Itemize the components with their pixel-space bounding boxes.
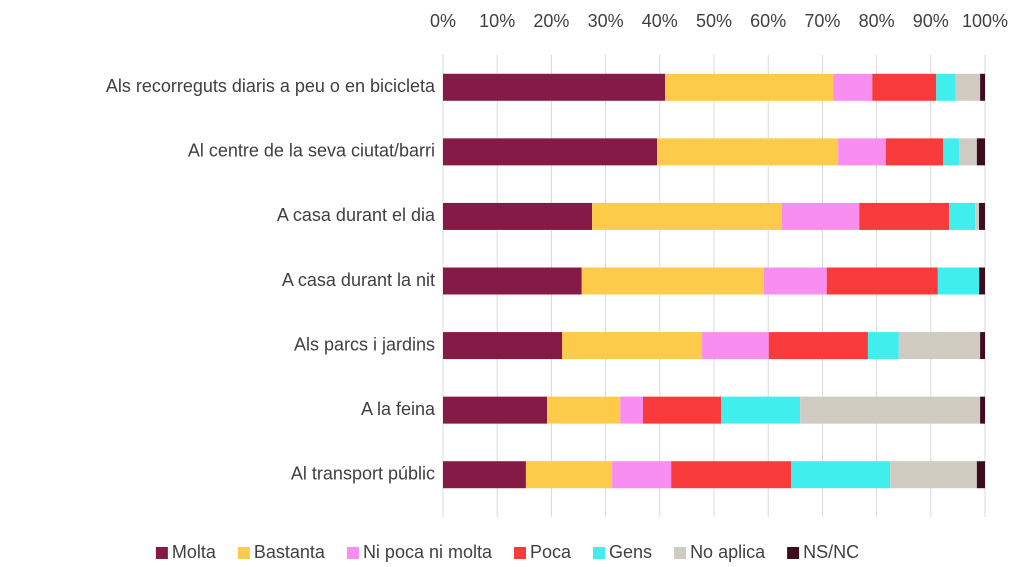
legend-swatch: [346, 547, 359, 559]
bar-segment: [980, 73, 985, 101]
bar-segment: [838, 138, 886, 166]
y-tick-label: A casa durant la nit: [282, 270, 435, 290]
legend-item: Ni poca ni molta: [346, 542, 493, 562]
x-tick-label: 0%: [430, 11, 456, 31]
x-tick-label: 10%: [479, 11, 515, 31]
bar-segment: [721, 396, 801, 424]
bar-segment: [443, 202, 593, 230]
bar-segment: [790, 461, 891, 489]
legend-label: Gens: [609, 542, 652, 562]
legend-label: NS/NC: [803, 542, 859, 562]
bar-segment: [800, 396, 981, 424]
bar-segment: [702, 332, 769, 360]
legend-label: No aplica: [690, 542, 766, 562]
bar-segment: [612, 461, 672, 489]
bar-segment: [562, 332, 703, 360]
bar-segment: [547, 396, 621, 424]
bar-segment: [592, 202, 782, 230]
legend-label: Ni poca ni molta: [363, 542, 493, 562]
legend-label: Poca: [530, 542, 572, 562]
legend-swatch: [593, 547, 606, 559]
bar-segment: [976, 461, 985, 489]
bar-segment: [859, 202, 950, 230]
bar-segment: [443, 267, 582, 295]
legend-item: Molta: [155, 542, 217, 562]
x-tick-label: 40%: [642, 11, 678, 31]
bar-segment: [980, 332, 985, 360]
bar-segment: [943, 138, 959, 166]
x-tick-label: 50%: [696, 11, 732, 31]
legend-swatch: [237, 547, 250, 559]
legend-item: Bastanta: [237, 542, 326, 562]
legend-swatch: [514, 547, 527, 559]
x-tick-label: 80%: [859, 11, 895, 31]
y-tick-label: A la feina: [361, 399, 436, 419]
bar-segment: [949, 202, 976, 230]
bar-segment: [642, 396, 722, 424]
legend-label: Bastanta: [254, 542, 326, 562]
x-tick-label: 90%: [913, 11, 949, 31]
legend-label: Molta: [172, 542, 217, 562]
bar-segment: [763, 267, 827, 295]
x-tick-label: 20%: [533, 11, 569, 31]
bar-segment: [768, 332, 868, 360]
bar-segment: [657, 138, 839, 166]
x-tick-label: 30%: [588, 11, 624, 31]
y-tick-label: Al centre de la seva ciutat/barri: [188, 141, 435, 161]
bar-segment: [665, 73, 834, 101]
bar-segment: [443, 138, 658, 166]
bar-segment: [581, 267, 764, 295]
bar-segment: [980, 396, 985, 424]
legend-item: NS/NC: [787, 542, 859, 562]
bar-segment: [976, 138, 985, 166]
bar-segment: [620, 396, 643, 424]
bar-segment: [979, 202, 985, 230]
bar-segment: [979, 267, 985, 295]
bar-segment: [781, 202, 860, 230]
bar-segment: [885, 138, 944, 166]
x-tick-label: 100%: [962, 11, 1008, 31]
bar-segment: [525, 461, 613, 489]
bar-segment: [443, 461, 526, 489]
y-tick-label: Al transport públic: [291, 463, 435, 483]
x-tick-label: 60%: [750, 11, 786, 31]
legend-item: Gens: [593, 542, 652, 562]
bar-segment: [898, 332, 981, 360]
bar-segment: [867, 332, 899, 360]
y-tick-label: Als recorreguts diaris a peu o en bicicl…: [106, 76, 436, 96]
bar-segment: [872, 73, 937, 101]
bar-segment: [443, 396, 548, 424]
bar-segment: [937, 267, 980, 295]
bar-segment: [975, 202, 980, 230]
legend-swatch: [787, 547, 800, 559]
bar-segment: [958, 138, 977, 166]
bar-segment: [890, 461, 977, 489]
legend-item: No aplica: [674, 542, 766, 562]
bar-segment: [826, 267, 938, 295]
x-tick-label: 70%: [804, 11, 840, 31]
bar-segment: [833, 73, 873, 101]
bar-segment: [443, 73, 666, 101]
bar-segment: [936, 73, 956, 101]
bar-segment: [443, 332, 563, 360]
y-tick-label: A casa durant el dia: [277, 205, 436, 225]
legend-swatch: [674, 547, 687, 559]
legend-swatch: [155, 547, 168, 559]
y-tick-label: Als parcs i jardins: [294, 334, 435, 354]
bar-segment: [955, 73, 981, 101]
bar-segment: [671, 461, 791, 489]
legend-item: Poca: [514, 542, 572, 562]
